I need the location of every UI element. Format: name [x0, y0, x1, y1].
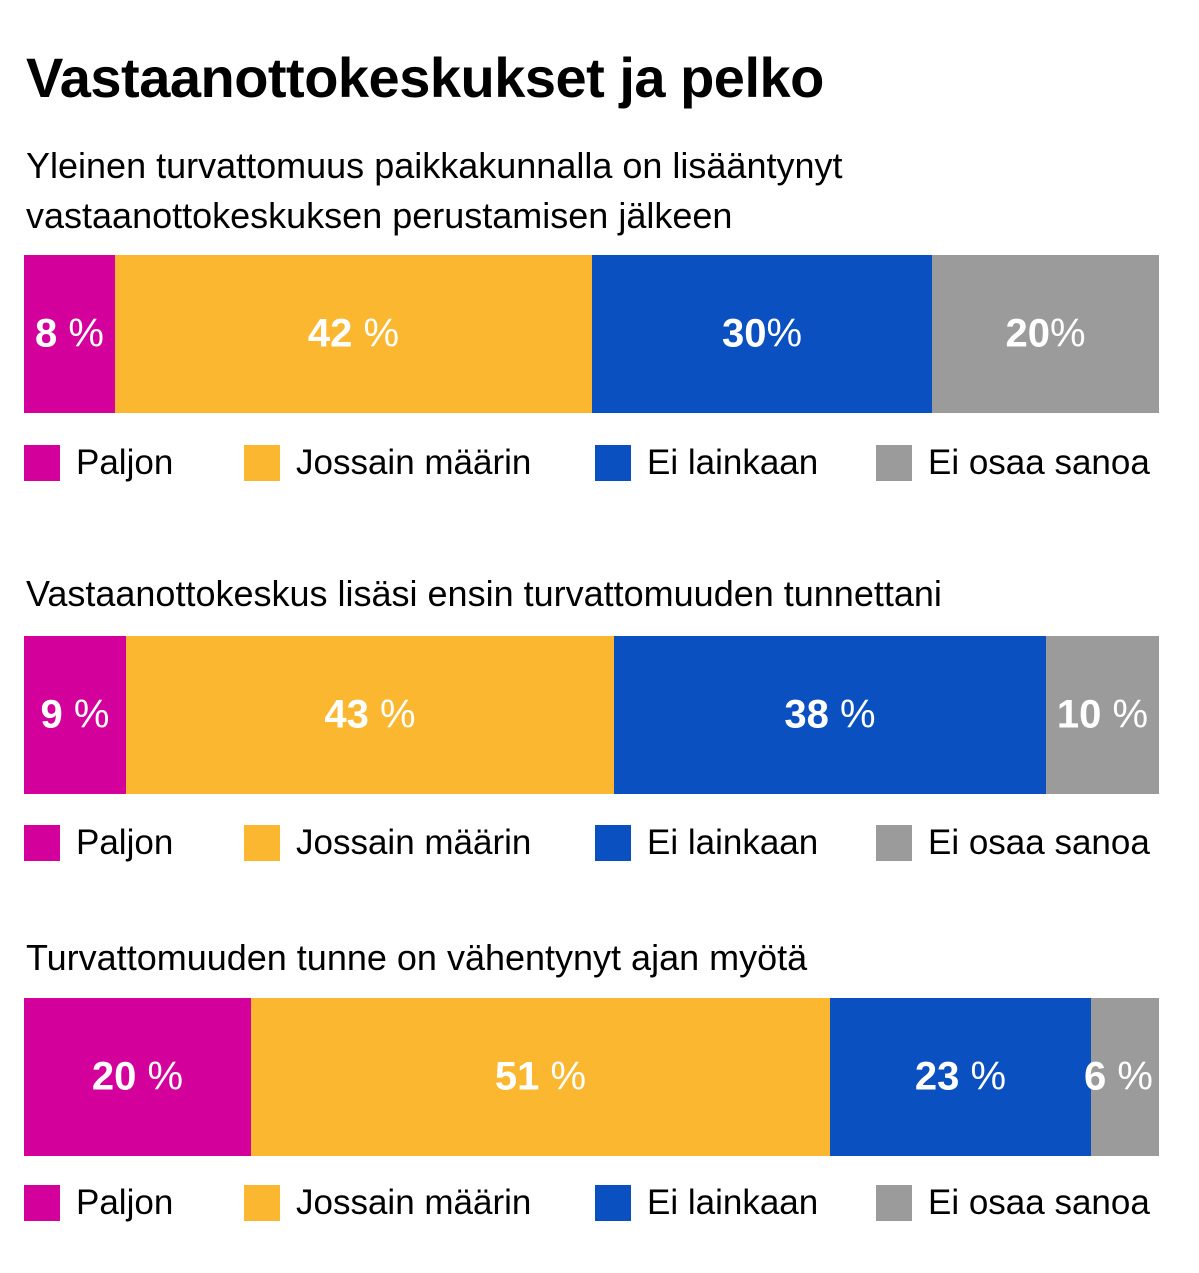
legend-label-ei-osaa-sanoa: Ei osaa sanoa — [928, 1183, 1150, 1222]
legend-swatch-ei-lainkaan — [595, 825, 631, 861]
chart-3-data-label-jossain-maarin: 51 % — [494, 1054, 587, 1099]
chart-1-title-line-1: Yleinen turvattomuus paikkakunnalla on l… — [26, 145, 843, 186]
chart-1-stacked-bar: 8 % 42 % 30% 20% — [24, 255, 1159, 413]
legend-swatch-jossain-maarin — [244, 825, 280, 861]
chart-1-bar-segment-ei-lainkaan — [592, 255, 932, 413]
chart-3-stacked-bar: 20 % 51 % 23 % 6 % — [24, 998, 1159, 1156]
chart-3-legend: Paljon Jossain määrin Ei lainkaan Ei osaa s… — [24, 1183, 1184, 1223]
chart-2-data-label-paljon: 9 % — [40, 692, 110, 737]
legend-item-ei-lainkaan: Ei lainkaan — [595, 1183, 818, 1223]
legend-item-jossain-maarin: Jossain määrin — [244, 443, 531, 483]
chart-1-legend: Paljon Jossain määrin Ei lainkaan Ei osaa s… — [24, 443, 1184, 483]
chart-2-data-label-ei-osaa-sanoa: 10 % — [1056, 692, 1149, 737]
chart-2-bar-segment-paljon — [24, 636, 126, 794]
chart-3-data-label-ei-lainkaan: 23 % — [914, 1054, 1007, 1099]
legend-item-paljon: Paljon — [24, 443, 173, 483]
chart-2-bar-segment-ei-lainkaan — [614, 636, 1046, 794]
legend-label-ei-lainkaan: Ei lainkaan — [647, 823, 819, 862]
legend-swatch-ei-lainkaan — [595, 1185, 631, 1221]
chart-3-bar-segment-jossain-maarin — [251, 998, 830, 1156]
legend-swatch-ei-osaa-sanoa — [876, 445, 912, 481]
chart-3-title-line-1: Turvattomuuden tunne on vähentynyt ajan … — [26, 937, 808, 978]
chart-1-data-label-ei-lainkaan: 30% — [721, 311, 803, 356]
legend-item-ei-lainkaan: Ei lainkaan — [595, 443, 818, 483]
legend-item-jossain-maarin: Jossain määrin — [244, 1183, 531, 1223]
legend-item-ei-osaa-sanoa: Ei osaa sanoa — [876, 1183, 1150, 1223]
chart-1-bar-segment-ei-osaa-sanoa — [932, 255, 1159, 413]
chart-3-data-label-ei-osaa-sanoa: 6 % — [1084, 1054, 1153, 1099]
legend-label-ei-lainkaan: Ei lainkaan — [647, 1183, 819, 1222]
chart-2-stacked-bar: 9 % 43 % 38 % 10 % — [24, 636, 1159, 794]
legend-item-jossain-maarin: Jossain määrin — [244, 823, 531, 863]
legend-label-ei-osaa-sanoa: Ei osaa sanoa — [928, 443, 1150, 482]
legend-swatch-jossain-maarin — [244, 445, 280, 481]
legend-swatch-ei-osaa-sanoa — [876, 825, 912, 861]
legend-swatch-paljon — [24, 1185, 60, 1221]
chart-2-data-label-jossain-maarin: 43 % — [324, 692, 416, 737]
chart-2-bar-segment-ei-osaa-sanoa — [1046, 636, 1159, 794]
chart-2-legend: Paljon Jossain määrin Ei lainkaan Ei osaa s… — [24, 823, 1184, 863]
legend-swatch-jossain-maarin — [244, 1185, 280, 1221]
legend-label-paljon: Paljon — [76, 1183, 174, 1222]
legend-swatch-paljon — [24, 445, 60, 481]
chart-3-data-label-paljon: 20 % — [91, 1054, 184, 1099]
chart-2-title-line-1: Vastaanottokeskus lisäsi ensin turvattom… — [26, 573, 942, 614]
chart-3-bar-segment-ei-osaa-sanoa — [1091, 998, 1159, 1156]
legend-label-jossain-maarin: Jossain määrin — [296, 1183, 532, 1222]
legend-item-paljon: Paljon — [24, 1183, 173, 1223]
chart-1-data-label-ei-osaa-sanoa: 20% — [1005, 311, 1086, 356]
legend-label-ei-osaa-sanoa: Ei osaa sanoa — [928, 823, 1150, 862]
legend-swatch-ei-osaa-sanoa — [876, 1185, 912, 1221]
legend-item-ei-osaa-sanoa: Ei osaa sanoa — [876, 443, 1150, 483]
legend-swatch-ei-lainkaan — [595, 445, 631, 481]
chart-3-bar-segment-ei-lainkaan — [830, 998, 1091, 1156]
legend-label-jossain-maarin: Jossain määrin — [296, 443, 532, 482]
chart-2-data-label-ei-lainkaan: 38 % — [784, 692, 876, 737]
legend-item-paljon: Paljon — [24, 823, 173, 863]
chart-2-bar-segment-jossain-maarin — [126, 636, 614, 794]
chart-title: Vastaanottokeskukset ja pelko — [26, 46, 824, 109]
chart-3-bar-segment-paljon — [24, 998, 251, 1156]
chart-1-data-label-paljon: 8 % — [35, 311, 104, 356]
legend-label-paljon: Paljon — [76, 443, 174, 482]
chart-1-data-label-jossain-maarin: 42 % — [307, 311, 400, 356]
legend-item-ei-osaa-sanoa: Ei osaa sanoa — [876, 823, 1150, 863]
legend-label-paljon: Paljon — [76, 823, 174, 862]
legend-label-jossain-maarin: Jossain määrin — [296, 823, 532, 862]
legend-label-ei-lainkaan: Ei lainkaan — [647, 443, 819, 482]
chart-1-bar-segment-paljon — [24, 255, 115, 413]
legend-swatch-paljon — [24, 825, 60, 861]
chart-1-title-line-2: vastaanottokeskuksen perustamisen jälkee… — [26, 195, 733, 236]
chart-1-bar-segment-jossain-maarin — [115, 255, 592, 413]
legend-item-ei-lainkaan: Ei lainkaan — [595, 823, 818, 863]
